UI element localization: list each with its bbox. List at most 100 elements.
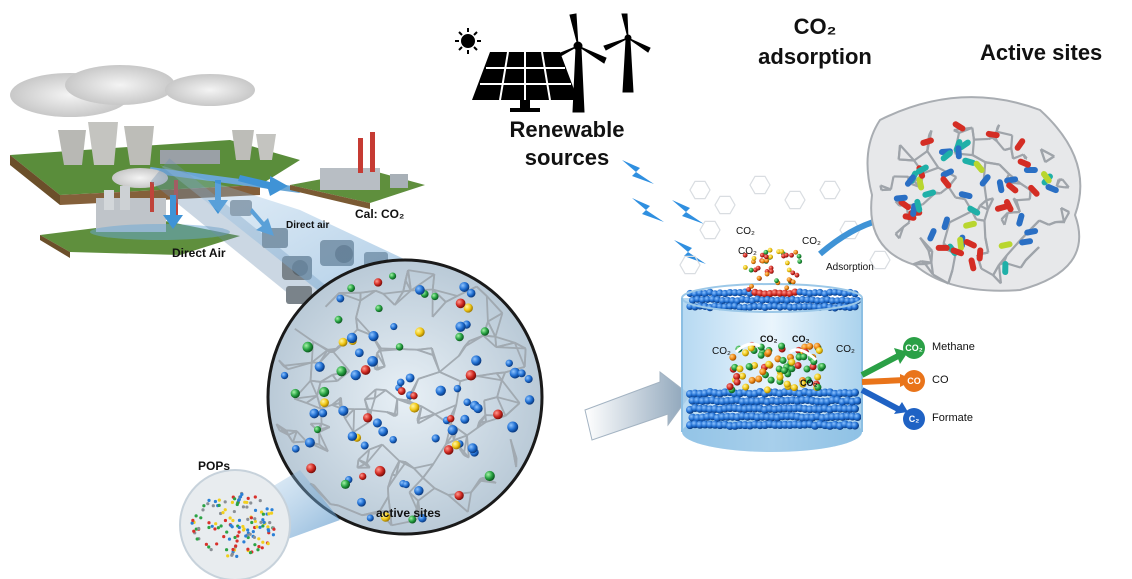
pop-atom bbox=[258, 498, 262, 503]
network-bond bbox=[364, 388, 377, 400]
co2-particle bbox=[790, 270, 796, 276]
network-bond bbox=[421, 405, 436, 415]
pop-atom bbox=[224, 548, 229, 552]
molecule-ring bbox=[699, 220, 721, 240]
pop-atom bbox=[236, 534, 240, 538]
network-bond bbox=[413, 463, 434, 470]
network-bond bbox=[305, 395, 318, 404]
framework-bond bbox=[1022, 154, 1027, 160]
porous-network-circle bbox=[266, 258, 544, 536]
network-bond bbox=[456, 427, 468, 437]
pop-atom bbox=[251, 529, 255, 534]
network-bond bbox=[331, 396, 342, 406]
active-site-blob bbox=[963, 220, 977, 229]
framework-bond bbox=[976, 218, 985, 222]
pop-atom bbox=[265, 507, 269, 511]
network-bond bbox=[287, 434, 294, 443]
pop-atom bbox=[194, 514, 198, 518]
molecule-ring bbox=[869, 250, 891, 270]
network-bond bbox=[408, 477, 424, 493]
framework-bond bbox=[1010, 148, 1015, 159]
pop-atom bbox=[246, 547, 250, 551]
active-site-blob bbox=[904, 174, 916, 187]
pop-atom bbox=[272, 527, 276, 531]
pop-atom bbox=[223, 518, 228, 523]
pop-atom bbox=[219, 524, 223, 528]
pop-atom bbox=[207, 498, 211, 502]
framework-bond bbox=[992, 274, 1002, 285]
framework-bond bbox=[1016, 198, 1030, 202]
pop-atom bbox=[228, 516, 232, 520]
active-sites-small-label: active sites bbox=[376, 506, 441, 520]
pop-atom bbox=[243, 500, 247, 504]
network-bond bbox=[495, 372, 503, 381]
active-site-sphere bbox=[408, 515, 417, 524]
active-site-sphere bbox=[347, 284, 356, 292]
active-site-sphere bbox=[418, 514, 427, 523]
network-bond bbox=[496, 396, 507, 417]
active-site-blob bbox=[915, 164, 929, 175]
pop-atom bbox=[231, 547, 235, 552]
active-site-blob bbox=[976, 247, 984, 262]
molecule-ring bbox=[749, 175, 771, 195]
pop-atom bbox=[221, 511, 225, 515]
network-bond bbox=[344, 408, 355, 419]
active-site-sphere bbox=[302, 341, 314, 353]
catalyst-bead bbox=[853, 396, 862, 405]
co2-particle bbox=[751, 255, 757, 261]
active-site-blob bbox=[1024, 228, 1039, 236]
network-bond bbox=[292, 440, 307, 444]
molecule-ring bbox=[679, 255, 701, 275]
molecule-ring bbox=[689, 180, 711, 200]
framework-bond bbox=[947, 186, 957, 199]
network-bond bbox=[383, 290, 404, 295]
reaction-bead bbox=[733, 378, 741, 386]
framework-bond bbox=[971, 127, 976, 140]
adsorbent-bead bbox=[726, 288, 734, 297]
co2-particle bbox=[764, 271, 770, 277]
network-bond bbox=[391, 460, 401, 475]
framework-bond bbox=[1055, 179, 1060, 187]
active-site-sphere bbox=[338, 405, 349, 416]
pop-atom bbox=[214, 522, 218, 526]
network-bond bbox=[395, 461, 407, 477]
pop-atom bbox=[253, 517, 257, 521]
reaction-bead bbox=[806, 342, 814, 350]
molecule-background bbox=[679, 175, 891, 275]
pop-atom bbox=[236, 501, 240, 505]
pop-atom bbox=[222, 534, 226, 539]
active-site-sphere bbox=[465, 369, 477, 381]
network-bond bbox=[478, 414, 486, 423]
network-bond bbox=[413, 467, 424, 479]
reaction-bead bbox=[763, 386, 771, 394]
active-site-blob bbox=[922, 189, 937, 198]
power-plant-illustration bbox=[10, 65, 301, 205]
framework-bond bbox=[1039, 148, 1047, 163]
active-site-blob bbox=[957, 236, 965, 251]
network-bond bbox=[477, 375, 503, 382]
active-site-sphere bbox=[460, 414, 470, 424]
network-bond bbox=[523, 348, 527, 367]
network-bond bbox=[407, 269, 435, 276]
network-bond bbox=[309, 380, 318, 397]
pop-atom bbox=[261, 540, 265, 544]
network-bond bbox=[387, 474, 394, 488]
reaction-bead bbox=[745, 363, 753, 371]
pops-sphere bbox=[179, 469, 291, 579]
catalyst-bead bbox=[851, 421, 859, 430]
framework-bond bbox=[996, 130, 1013, 137]
network-bond bbox=[417, 348, 434, 356]
framework-bond bbox=[1038, 219, 1050, 226]
active-site-blob bbox=[927, 228, 937, 242]
network-bond bbox=[434, 404, 457, 415]
active-site-sphere bbox=[357, 497, 366, 507]
pop-atom bbox=[253, 495, 257, 499]
co2-particle bbox=[768, 254, 774, 260]
framework-bond bbox=[972, 154, 986, 164]
pop-atom bbox=[248, 532, 252, 536]
framework-bond bbox=[926, 150, 940, 169]
active-site-sphere bbox=[454, 490, 464, 501]
co2-reactor-label-3: CO₂ bbox=[792, 334, 810, 344]
pop-atom bbox=[195, 537, 199, 541]
pop-atom bbox=[268, 521, 272, 525]
